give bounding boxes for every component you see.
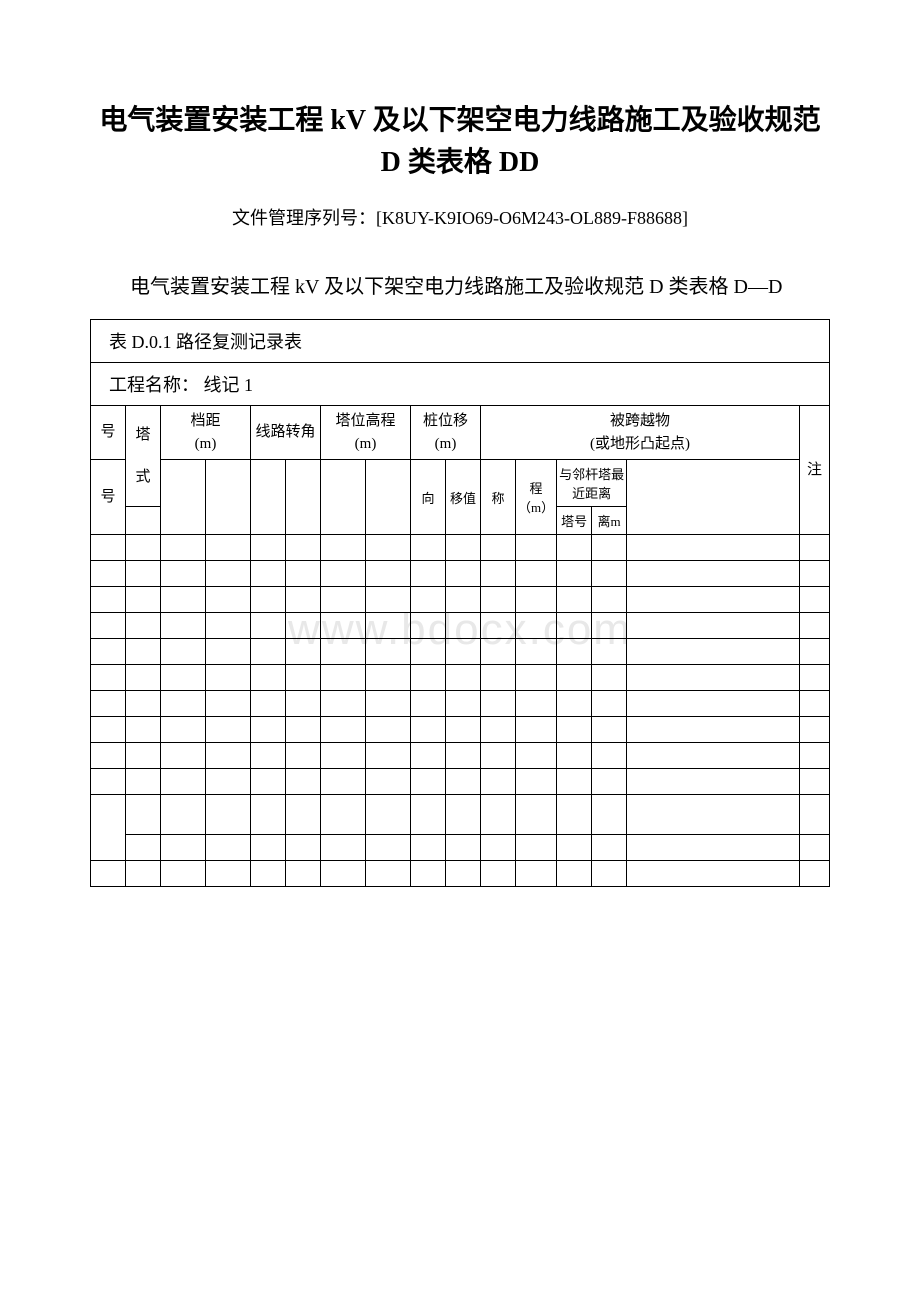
header-tashi: 塔 式 bbox=[126, 406, 161, 507]
table-row bbox=[91, 639, 830, 665]
header-zhuangwei-text: 桩位移 bbox=[413, 410, 478, 433]
table-row bbox=[91, 861, 830, 887]
table-row bbox=[91, 717, 830, 743]
project-name-row: 工程名称： 线记 1 bbox=[91, 363, 830, 406]
table-row bbox=[91, 535, 830, 561]
header-zhuangwei-unit: (m) bbox=[413, 433, 478, 456]
table-container: 表 D.0.1 路径复测记录表 工程名称： 线记 1 号 塔 式 档距 (m) … bbox=[90, 319, 830, 887]
header-taweigc: 塔位高程 (m) bbox=[321, 406, 411, 460]
header-hao2: 号 bbox=[91, 460, 126, 535]
header-li-m: 离m bbox=[592, 507, 627, 535]
header-sub-c6 bbox=[366, 460, 411, 535]
header-sub-c5 bbox=[321, 460, 366, 535]
table-row bbox=[91, 691, 830, 717]
header-sub-c3 bbox=[251, 460, 286, 535]
header-sub-c4 bbox=[286, 460, 321, 535]
header-beikuayue-sub: (或地形凸起点) bbox=[483, 433, 797, 456]
table-row bbox=[91, 795, 830, 835]
header-xiang: 向 bbox=[411, 460, 446, 535]
document-title: 电气装置安装工程 kV 及以下架空电力线路施工及验收规范 D 类表格 DD bbox=[90, 100, 830, 184]
header-tahao: 塔号 bbox=[557, 507, 592, 535]
table-title-cell: 表 D.0.1 路径复测记录表 bbox=[91, 320, 830, 363]
header-shi: 式 bbox=[128, 466, 158, 489]
header-taweigc-text: 塔位高程 bbox=[323, 410, 408, 433]
header-dangju: 档距 (m) bbox=[161, 406, 251, 460]
table-title-row: 表 D.0.1 路径复测记录表 bbox=[91, 320, 830, 363]
header-beikuayue: 被跨越物 (或地形凸起点) bbox=[481, 406, 800, 460]
project-name-cell: 工程名称： 线记 1 bbox=[91, 363, 830, 406]
record-table: 表 D.0.1 路径复测记录表 工程名称： 线记 1 号 塔 式 档距 (m) … bbox=[90, 319, 830, 887]
header-xianlu: 线路转角 bbox=[251, 406, 321, 460]
table-row bbox=[91, 613, 830, 639]
header-cheng-unit: 程（m） bbox=[516, 460, 557, 535]
header-sub-c2 bbox=[206, 460, 251, 535]
header-ta: 塔 bbox=[128, 424, 158, 447]
table-row bbox=[91, 835, 830, 861]
header-dangju-text: 档距 bbox=[163, 410, 248, 433]
header-cheng: 称 bbox=[481, 460, 516, 535]
header-dangju-unit: (m) bbox=[163, 433, 248, 456]
table-row bbox=[91, 769, 830, 795]
header-xianlu-text: 线路转角 bbox=[255, 424, 315, 440]
header-zhuangwei: 桩位移 (m) bbox=[411, 406, 481, 460]
header-xuhao: 号 bbox=[91, 406, 126, 460]
header-zhu: 注 bbox=[800, 406, 830, 535]
header-beikuayue-text: 被跨越物 bbox=[483, 410, 797, 433]
file-reference: 文件管理序列号：[K8UY-K9IO69-O6M243-OL889-F88688… bbox=[90, 204, 830, 230]
table-row bbox=[91, 561, 830, 587]
header-taweigc-unit: (m) bbox=[323, 433, 408, 456]
table-row bbox=[91, 665, 830, 691]
table-row bbox=[91, 587, 830, 613]
header-linjuta: 与邻杆塔最近距离 bbox=[557, 460, 627, 507]
header-row-3: 号 向 移值 称 程（m） 与邻杆塔最近距离 bbox=[91, 460, 830, 507]
table-row bbox=[91, 743, 830, 769]
header-yizhi: 移值 bbox=[446, 460, 481, 535]
header-blank-shi bbox=[126, 507, 161, 535]
document-description: 电气装置安装工程 kV 及以下架空电力线路施工及验收规范 D 类表格 D—D bbox=[90, 270, 830, 304]
header-sub-c1 bbox=[161, 460, 206, 535]
